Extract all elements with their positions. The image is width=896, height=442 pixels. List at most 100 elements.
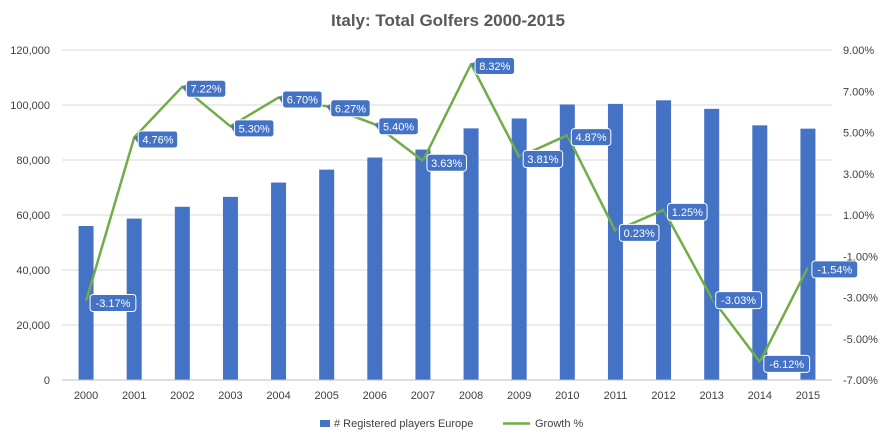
data-label-text: 4.76% <box>142 134 173 146</box>
data-label: -3.03% <box>711 291 762 310</box>
data-label-pointer <box>711 295 716 305</box>
data-label-box <box>233 119 275 138</box>
y-left-tick-label: 20,000 <box>16 320 50 332</box>
data-label-box <box>137 130 179 149</box>
data-label: 8.32% <box>471 57 516 76</box>
data-label: 6.70% <box>278 90 323 109</box>
y-axis-left: 0 20,000 40,000 60,000 80,000 100,000 120,000 <box>10 45 50 387</box>
data-label: -1.54% <box>807 260 859 279</box>
y-right-tick-label: 5.00% <box>843 128 874 140</box>
x-tick-label: 2006 <box>363 390 387 402</box>
bar <box>607 103 623 381</box>
data-label: 3.63% <box>422 153 467 172</box>
y-right-tick-label: 1.00% <box>843 210 874 222</box>
bar <box>511 118 527 380</box>
x-tick-label: 2004 <box>266 390 290 402</box>
data-label: 7.22% <box>182 79 227 98</box>
growth-line <box>84 62 810 364</box>
data-label-text: 3.63% <box>431 158 462 170</box>
x-tick-label: 2013 <box>699 390 723 402</box>
bar <box>656 100 672 380</box>
data-label-pointer <box>230 123 235 133</box>
x-tick-label: 2014 <box>748 390 772 402</box>
data-label-box <box>811 260 859 279</box>
x-tick-label: 2015 <box>796 390 820 402</box>
y-left-tick-label: 100,000 <box>10 100 50 112</box>
data-label-box <box>426 153 467 172</box>
y-left-tick-label: 40,000 <box>16 265 50 277</box>
data-label-box <box>474 57 516 76</box>
chart-title: Italy: Total Golfers 2000-2015 <box>331 11 565 30</box>
data-labels: -3.17% 4.76% 7.22% 5.30% 6.70% 6.27% 5.40% 3.63… <box>86 57 859 373</box>
bar <box>367 157 383 380</box>
data-label-box <box>89 294 137 313</box>
data-label-text: -6.12% <box>769 359 804 371</box>
legend-bar-label: # Registered players Europe <box>334 418 473 430</box>
bar <box>174 206 190 380</box>
data-label-box <box>522 150 564 169</box>
y-right-tick-label: -1.00% <box>843 251 878 263</box>
x-tick-label: 2007 <box>411 390 435 402</box>
data-label-box <box>185 79 227 98</box>
data-label-text: 6.27% <box>335 103 366 115</box>
bar <box>78 226 94 380</box>
bar <box>752 125 768 380</box>
x-tick-label: 2001 <box>122 390 146 402</box>
bar-series <box>78 100 816 381</box>
data-label-pointer <box>807 264 812 274</box>
data-label-pointer <box>422 158 427 168</box>
y-axis-right: -7.00% -5.00% -3.00% -1.00% 1.00% 3.00% 5.00% 7… <box>843 45 878 387</box>
y-right-tick-label: -7.00% <box>843 375 878 387</box>
y-right-tick-label: 7.00% <box>843 86 874 98</box>
data-label-box <box>570 128 612 147</box>
x-tick-label: 2010 <box>555 390 579 402</box>
data-label: 3.81% <box>519 150 564 169</box>
data-label: 5.40% <box>374 117 419 136</box>
bar <box>271 182 287 380</box>
data-label-text: -3.17% <box>96 298 131 310</box>
data-label: -6.12% <box>759 354 811 373</box>
data-label: -3.17% <box>86 294 137 313</box>
bar <box>222 196 238 380</box>
x-tick-label: 2000 <box>74 390 98 402</box>
data-label-box <box>618 223 660 242</box>
data-label-text: 8.32% <box>479 61 510 73</box>
data-label-box <box>763 354 811 373</box>
data-label-pointer <box>374 121 379 131</box>
y-left-tick-label: 120,000 <box>10 45 50 57</box>
data-label-text: 0.23% <box>624 228 655 240</box>
data-label-pointer <box>663 207 668 217</box>
data-label-text: 5.40% <box>383 121 414 133</box>
y-right-tick-label: 9.00% <box>843 45 874 57</box>
x-axis: 2000 2001 2002 2003 2004 2005 2006 2007 2008 2009… <box>62 379 832 402</box>
x-tick-label: 2008 <box>459 390 483 402</box>
y-left-tick-label: 60,000 <box>16 210 50 222</box>
y-left-tick-label: 0 <box>44 375 50 387</box>
bar <box>704 108 720 380</box>
y-right-tick-label: -5.00% <box>843 334 878 346</box>
data-label-box <box>715 291 762 310</box>
x-tick-label: 2002 <box>170 390 194 402</box>
y-left-tick-label: 80,000 <box>16 155 50 167</box>
data-label-pointer <box>519 154 524 164</box>
x-tick-label: 2009 <box>507 390 531 402</box>
data-label-text: 3.81% <box>527 154 558 166</box>
data-label-text: 5.30% <box>239 123 270 135</box>
line-series <box>84 62 810 364</box>
x-tick-label: 2005 <box>314 390 338 402</box>
legend: # Registered players Europe Growth % <box>320 418 584 430</box>
data-label-text: 1.25% <box>672 207 703 219</box>
y-right-tick-label: -3.00% <box>843 293 878 305</box>
data-label: 4.76% <box>134 130 179 149</box>
data-label: 4.87% <box>567 128 612 147</box>
data-label-box <box>282 90 323 109</box>
data-label-pointer <box>471 61 476 71</box>
data-label-pointer <box>326 103 331 113</box>
x-tick-label: 2011 <box>604 390 628 402</box>
legend-line-label: Growth % <box>535 418 584 430</box>
y-right-tick-label: 3.00% <box>843 169 874 181</box>
data-label-text: 7.22% <box>190 84 221 96</box>
data-label: 6.27% <box>326 99 371 118</box>
data-label: 5.30% <box>230 119 275 138</box>
